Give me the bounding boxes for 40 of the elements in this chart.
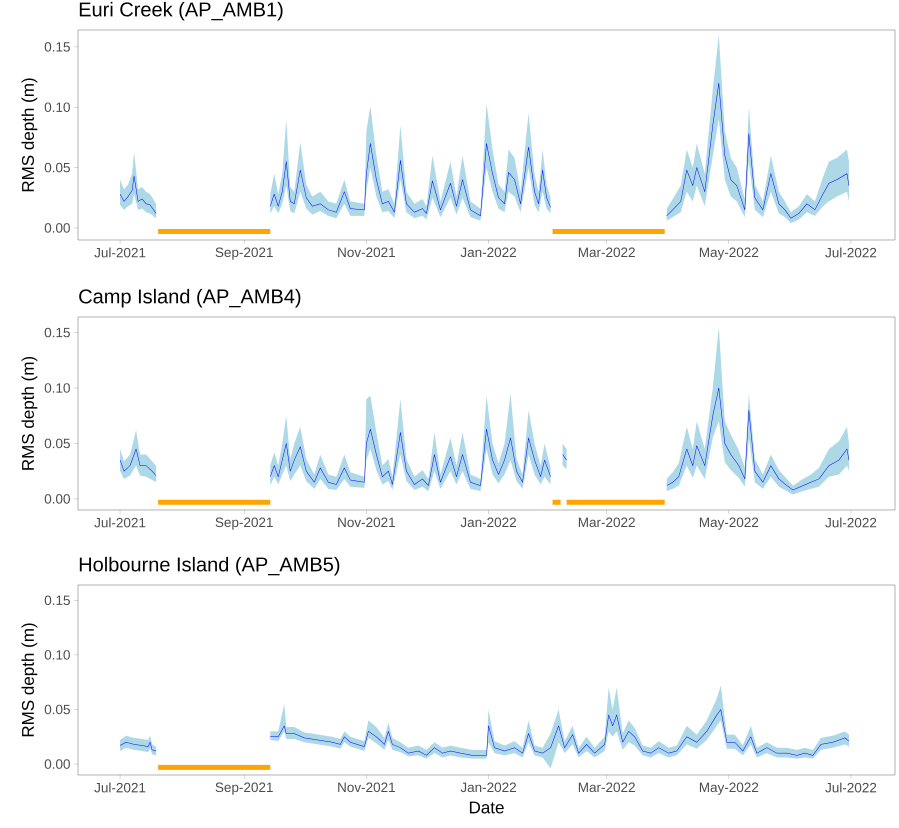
chart-title: Euri Creek (AP_AMB1) <box>80 2 283 20</box>
y-tick-label: 0.15 <box>44 596 70 606</box>
x-tick-label: Jul-2022 <box>825 782 876 792</box>
y-axis-title: RMS depth (m) <box>21 623 38 736</box>
chart-title: Camp Island (AP_AMB4) <box>79 288 300 308</box>
x-tick-label: Sep-2021 <box>216 782 273 795</box>
x-tick-label: May-2022 <box>700 782 758 795</box>
y-axis-title: RMS depth (m) <box>21 356 38 470</box>
x-tick-label: Jan-2022 <box>460 248 516 258</box>
x-tick-label: Jul-2021 <box>94 782 146 792</box>
x-tick-label: Jul-2021 <box>94 518 146 528</box>
x-tick-label: Nov-2021 <box>338 782 395 792</box>
x-axis-title: Date <box>470 802 504 814</box>
x-tick-label: Nov-2021 <box>338 518 395 528</box>
y-tick-label: 0.00 <box>44 223 70 233</box>
x-tick-label: May-2022 <box>700 248 758 260</box>
y-tick-label: 0.05 <box>44 438 70 448</box>
x-tick-label: Sep-2021 <box>216 518 273 530</box>
x-tick-label: Jan-2022 <box>460 782 516 792</box>
y-tick-label: 0.00 <box>44 759 70 769</box>
x-tick-label: Jul-2022 <box>825 518 876 528</box>
x-tick-label: Mar-2022 <box>578 518 635 528</box>
x-tick-label: May-2022 <box>700 518 758 530</box>
x-tick-label: Mar-2022 <box>578 248 635 258</box>
y-tick-label: 0.10 <box>44 102 70 112</box>
y-tick-label: 0.00 <box>44 494 70 504</box>
chart-title: Holbourne Island (AP_AMB5) <box>80 556 340 576</box>
y-axis-title: RMS depth (m) <box>21 78 38 192</box>
y-tick-label: 0.15 <box>44 328 70 338</box>
y-tick-label: 0.10 <box>44 383 70 393</box>
y-tick-label: 0.05 <box>44 162 70 172</box>
x-tick-label: Jul-2022 <box>825 248 876 258</box>
x-tick-label: Jan-2022 <box>460 518 516 528</box>
y-tick-label: 0.15 <box>44 42 70 52</box>
x-tick-label: Mar-2022 <box>578 782 635 792</box>
x-tick-label: Jul-2021 <box>94 248 146 258</box>
y-tick-label: 0.10 <box>44 650 70 660</box>
y-tick-label: 0.05 <box>44 704 70 714</box>
x-tick-label: Sep-2021 <box>216 248 273 260</box>
x-tick-label: Nov-2021 <box>338 248 395 258</box>
